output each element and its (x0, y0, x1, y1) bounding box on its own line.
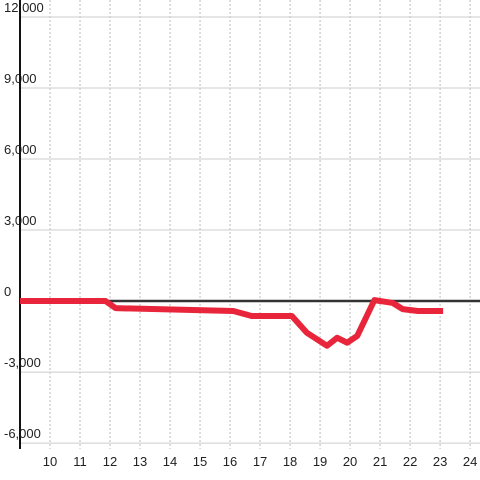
x-tick-label: 21 (373, 454, 387, 469)
x-tick-label: 19 (313, 454, 327, 469)
x-tick-label: 12 (103, 454, 117, 469)
x-tick-label: 10 (43, 454, 57, 469)
x-tick-label: 23 (433, 454, 447, 469)
x-tick-label: 14 (163, 454, 177, 469)
x-tick-label: 15 (193, 454, 207, 469)
data-line (20, 297, 444, 349)
y-tick-label: 0 (4, 284, 11, 299)
x-tick-label: 16 (223, 454, 237, 469)
x-tick-label: 18 (283, 454, 297, 469)
y-tick-label: -3,000 (4, 355, 41, 370)
x-tick-label: 11 (73, 454, 87, 469)
y-tick-label: 12,000 (4, 0, 44, 15)
x-tick-label: 22 (403, 454, 417, 469)
x-tick-label: 20 (343, 454, 357, 469)
x-tick-label: 13 (133, 454, 147, 469)
y-tick-label: -6,000 (4, 426, 41, 441)
x-tick-label: 24 (463, 454, 477, 469)
x-tick-label: 17 (253, 454, 267, 469)
